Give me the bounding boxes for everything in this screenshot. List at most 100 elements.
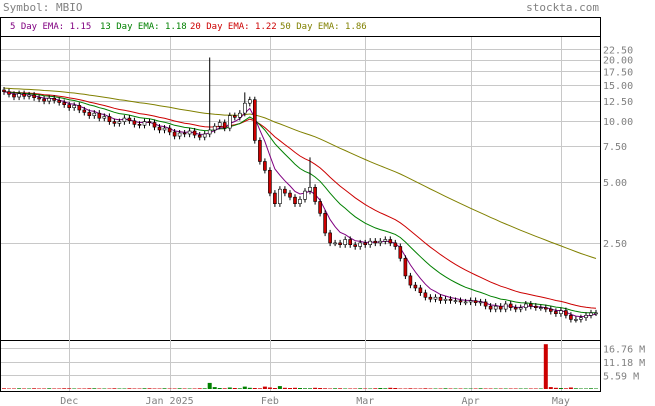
volume-bar bbox=[563, 388, 568, 389]
candle-body bbox=[243, 102, 247, 114]
grid bbox=[1, 37, 600, 391]
volume-bar bbox=[473, 388, 478, 389]
volume-bar bbox=[82, 388, 87, 389]
candle-body bbox=[112, 121, 117, 124]
candle-body bbox=[398, 246, 403, 259]
candle-body bbox=[248, 99, 252, 104]
volume-bar bbox=[353, 388, 358, 389]
volume-bar bbox=[328, 388, 333, 389]
volume-bar bbox=[172, 388, 177, 389]
candle-body bbox=[207, 129, 212, 135]
candle-body bbox=[117, 121, 122, 124]
candle-body bbox=[463, 301, 468, 304]
volume-bar bbox=[403, 388, 408, 389]
volume-bar bbox=[578, 388, 583, 389]
ema-13-line bbox=[3, 91, 596, 314]
price-tick-label: 10.00 bbox=[603, 117, 633, 128]
volume-bar bbox=[37, 388, 42, 389]
volume-bar bbox=[112, 388, 117, 389]
volume-bar bbox=[2, 388, 6, 389]
volume-bar bbox=[62, 388, 67, 389]
volume-bar bbox=[52, 388, 57, 389]
volume-bar bbox=[358, 388, 363, 389]
candle-body bbox=[263, 161, 267, 171]
legend-ema50: 50 Day EMA: 1.86 bbox=[280, 22, 367, 32]
volume-bar bbox=[212, 387, 217, 389]
volume-bar bbox=[22, 388, 27, 389]
volume-bar bbox=[308, 388, 312, 389]
volume-bar bbox=[558, 388, 563, 389]
volume-bar bbox=[157, 388, 162, 389]
candle-body bbox=[127, 117, 132, 121]
candle-body bbox=[508, 303, 513, 308]
candle-body bbox=[478, 301, 483, 304]
volume-bar bbox=[418, 388, 423, 389]
volume-bar bbox=[92, 388, 97, 389]
candle-body bbox=[554, 311, 558, 314]
ema-5-line bbox=[3, 91, 597, 318]
volume-bar bbox=[137, 388, 142, 389]
candle-body bbox=[27, 94, 31, 97]
price-tick-label: 12.50 bbox=[603, 97, 633, 108]
date-tick-label: Jan 2025 bbox=[145, 396, 193, 406]
candle-body bbox=[283, 188, 287, 194]
volume-bar bbox=[152, 388, 157, 389]
candle-body bbox=[538, 307, 543, 309]
volume-bar bbox=[483, 388, 488, 389]
volume-bar bbox=[543, 344, 548, 389]
volume-bar bbox=[122, 388, 127, 389]
volume-bar bbox=[468, 388, 473, 389]
volume-bar bbox=[503, 388, 508, 389]
date-tick-label: Dec bbox=[60, 396, 78, 406]
candle-body bbox=[333, 242, 337, 245]
candle-body bbox=[77, 105, 82, 111]
candle-body bbox=[328, 232, 332, 244]
candle-body bbox=[167, 127, 172, 133]
volume-bar bbox=[237, 388, 242, 389]
candle-body bbox=[569, 314, 573, 320]
volume-bar bbox=[67, 388, 72, 389]
volume-bar bbox=[498, 388, 503, 389]
volume-bar bbox=[227, 387, 232, 389]
candle-body bbox=[258, 140, 262, 162]
candle-body bbox=[162, 127, 167, 131]
candles bbox=[2, 57, 598, 323]
candle-body bbox=[122, 117, 127, 122]
candle-body bbox=[428, 296, 433, 300]
volume-bar bbox=[242, 386, 247, 389]
volume-bar bbox=[102, 388, 107, 389]
volume-bar bbox=[398, 388, 403, 389]
candle-body bbox=[353, 244, 358, 247]
price-tick-label: 15.00 bbox=[603, 81, 633, 92]
volume-bar bbox=[207, 382, 212, 389]
candle-body bbox=[47, 98, 52, 102]
volume-bar bbox=[247, 387, 252, 389]
candle-body bbox=[107, 116, 112, 122]
candle-body bbox=[293, 196, 297, 204]
volume-bar bbox=[458, 388, 463, 389]
price-tick-label: 20.00 bbox=[603, 56, 633, 67]
volume-bar bbox=[32, 388, 37, 389]
volume-bar bbox=[393, 388, 398, 389]
volume-bar bbox=[343, 388, 348, 389]
volume-bar bbox=[493, 388, 498, 389]
candle-body bbox=[373, 240, 378, 244]
legend-ema13: 13 Day EMA: 1.18 bbox=[100, 22, 187, 32]
candle-body bbox=[137, 124, 142, 126]
candle-body bbox=[323, 213, 327, 234]
candle-body bbox=[559, 310, 563, 315]
volume-bar bbox=[252, 388, 257, 389]
candle-body bbox=[172, 131, 177, 137]
candle-body bbox=[468, 300, 473, 303]
volume-bar bbox=[584, 388, 588, 389]
candle-body bbox=[338, 242, 342, 245]
candle-body bbox=[543, 307, 548, 310]
volume-tick-label: 5.59 M bbox=[603, 371, 639, 382]
candle-body bbox=[358, 242, 363, 247]
volume-tick-label: 16.76 M bbox=[603, 344, 645, 355]
candle-body bbox=[212, 125, 217, 131]
volume-bar bbox=[553, 387, 558, 389]
date-tick-label: Apr bbox=[462, 396, 480, 406]
volume-bar bbox=[388, 387, 393, 389]
volume-bar bbox=[443, 388, 448, 389]
